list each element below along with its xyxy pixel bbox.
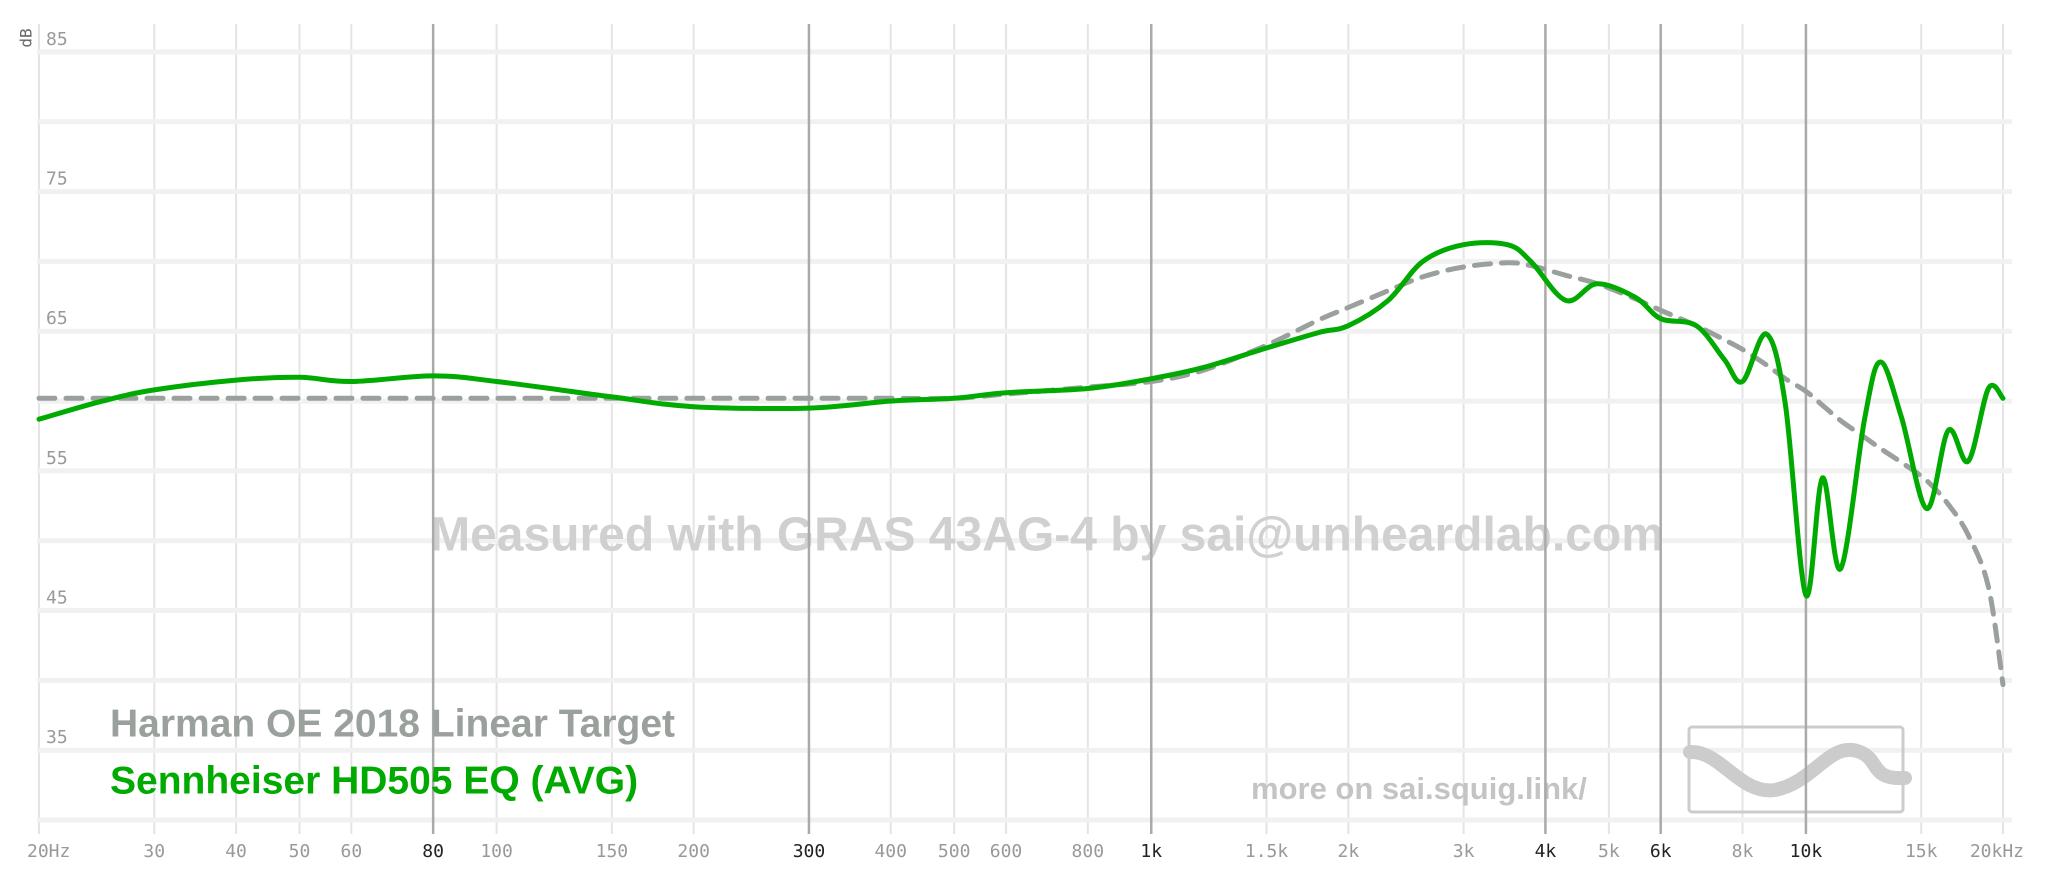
x-tick-label: 30 bbox=[143, 841, 165, 862]
x-tick-label: 60 bbox=[341, 841, 363, 862]
y-tick-label: 55 bbox=[46, 448, 68, 469]
x-tick-label: 400 bbox=[874, 841, 907, 862]
logo-wave bbox=[1683, 743, 1912, 798]
x-tick-label: 5k bbox=[1598, 841, 1620, 862]
y-axis-label: dB bbox=[17, 28, 36, 47]
x-tick-label: 300 bbox=[793, 841, 826, 862]
x-tick-label: 40 bbox=[225, 841, 247, 862]
legend-entry: Harman OE 2018 Linear Target bbox=[110, 702, 675, 745]
x-tick-label: 8k bbox=[1732, 841, 1754, 862]
x-tick-label: 20Hz bbox=[27, 841, 70, 862]
x-tick-label: 500 bbox=[938, 841, 971, 862]
x-tick-label: 3k bbox=[1453, 841, 1475, 862]
x-tick-label: 2k bbox=[1337, 841, 1359, 862]
x-tick-label: 50 bbox=[289, 841, 311, 862]
x-tick-label: 1k bbox=[1140, 841, 1162, 862]
x-tick-label: 15k bbox=[1905, 841, 1938, 862]
x-tick-label: 800 bbox=[1072, 841, 1105, 862]
y-tick-label: 75 bbox=[46, 169, 68, 190]
x-tick-label: 10k bbox=[1790, 841, 1823, 862]
x-tick-label: 20kHz bbox=[1970, 841, 2024, 862]
x-tick-label: 4k bbox=[1535, 841, 1557, 862]
annotation: more on sai.squig.link/ bbox=[1251, 771, 1587, 806]
x-tick-label: 6k bbox=[1650, 841, 1672, 862]
x-tick-label: 150 bbox=[596, 841, 629, 862]
series-line bbox=[36, 260, 2006, 688]
x-tick-label: 100 bbox=[480, 841, 513, 862]
x-tick-label: 200 bbox=[677, 841, 710, 862]
series-line bbox=[36, 240, 2006, 599]
x-tick-label: 600 bbox=[990, 841, 1023, 862]
y-tick-label: 45 bbox=[46, 588, 68, 609]
y-tick-label: 65 bbox=[46, 308, 68, 329]
y-tick-label: 35 bbox=[46, 727, 68, 748]
watermark: Measured with GRAS 43AG-4 by sai@unheard… bbox=[430, 509, 1664, 562]
logo-box bbox=[1687, 725, 1905, 814]
x-tick-label: 1.5k bbox=[1245, 841, 1289, 862]
x-tick-label: 80 bbox=[422, 841, 444, 862]
y-tick-label: 85 bbox=[46, 29, 68, 50]
legend-entry: Sennheiser HD505 EQ (AVG) bbox=[110, 759, 638, 802]
